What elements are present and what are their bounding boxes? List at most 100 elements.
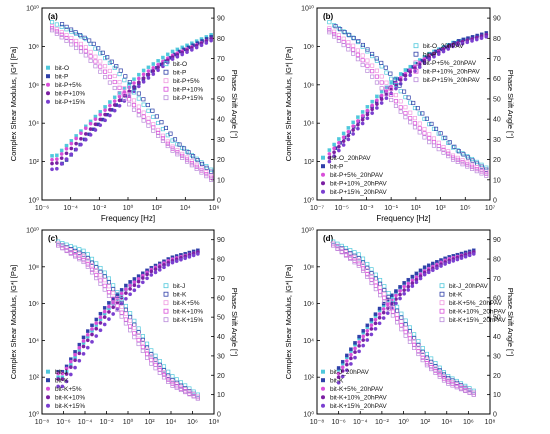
phase-point — [343, 253, 349, 258]
phase-point — [452, 144, 457, 149]
phase-point — [74, 45, 79, 51]
phase-point — [360, 268, 366, 273]
phase-point — [383, 65, 388, 70]
y2-tick-label: 70 — [217, 276, 225, 283]
phase-point — [112, 73, 117, 79]
legend-marker — [46, 403, 50, 408]
modulus-point — [402, 288, 407, 293]
modulus-point — [361, 343, 366, 348]
phase-point — [60, 243, 65, 248]
phase-point — [412, 105, 418, 111]
phase-point — [64, 35, 69, 41]
legend-marker — [46, 65, 50, 70]
phase-point — [54, 22, 59, 27]
phase-point — [390, 309, 395, 314]
legend-label: bit-K+15%_20hPAV — [330, 403, 387, 410]
modulus-point — [151, 69, 156, 73]
phase-point — [346, 32, 351, 37]
x-axis-label: Frequency [Hz] — [376, 214, 430, 223]
panel-label: (b) — [323, 12, 334, 21]
modulus-point — [180, 52, 185, 57]
phase-point — [60, 246, 65, 251]
modulus-point — [102, 309, 107, 314]
phase-point — [69, 42, 74, 47]
phase-point — [450, 157, 456, 162]
modulus-point — [81, 339, 86, 343]
phase-point — [360, 266, 366, 271]
modulus-point — [460, 41, 465, 46]
phase-point — [433, 370, 438, 375]
modulus-point — [90, 332, 94, 337]
y2-tick-label: 60 — [217, 295, 225, 302]
modulus-point — [340, 369, 345, 373]
modulus-point — [410, 274, 415, 279]
modulus-point — [417, 65, 422, 69]
phase-point — [161, 364, 167, 369]
phase-point — [131, 107, 137, 112]
legend-label: bit-P+15%_20hPAV — [423, 77, 480, 84]
phase-point — [119, 314, 124, 319]
y2-axis-label: Phase Shift Angle [°] — [230, 70, 239, 138]
phase-point — [384, 92, 389, 97]
legend-marker — [321, 403, 325, 408]
modulus-point — [83, 137, 88, 142]
modulus-point — [77, 345, 82, 350]
phase-point — [415, 106, 420, 111]
phase-point — [420, 346, 425, 351]
phase-point — [447, 140, 452, 145]
phase-point — [89, 270, 95, 275]
phase-point — [146, 123, 151, 128]
phase-point — [140, 340, 145, 345]
phase-point — [379, 74, 384, 79]
phase-point — [386, 291, 391, 296]
legend-label: bit-P+5% — [173, 78, 200, 85]
modulus-point — [432, 54, 436, 59]
panel-0: 10⁻⁶ 10⁻⁴ 10⁻² 10⁰ 10² 10⁴ 10⁶ 10⁰ 10² 10⁴ 10⁶ 10⁸ 1… — [9, 5, 239, 224]
phase-point — [403, 105, 408, 110]
phase-point — [136, 330, 141, 335]
modulus-point — [327, 159, 332, 164]
phase-point — [115, 303, 120, 308]
phase-point — [443, 135, 448, 140]
legend-marker — [321, 189, 325, 194]
modulus-point — [402, 291, 407, 296]
phase-point — [360, 53, 365, 58]
legend-label: bit-K+10% — [55, 395, 85, 402]
phase-point — [450, 145, 456, 150]
x-tick-label: 10⁸ — [485, 419, 496, 426]
phase-point — [68, 247, 73, 253]
phase-point — [416, 351, 421, 357]
phase-point — [94, 276, 99, 281]
y2-axis-label: Phase Shift Angle [°] — [230, 288, 239, 356]
modulus-point — [94, 326, 99, 331]
phase-point — [151, 128, 156, 133]
phase-point — [123, 303, 128, 309]
modulus-point — [357, 349, 361, 354]
phase-point — [112, 85, 117, 91]
phase-point — [369, 280, 374, 286]
phase-point — [343, 249, 349, 254]
phase-point — [351, 36, 356, 41]
phase-point — [85, 256, 90, 261]
modulus-point — [79, 136, 83, 141]
y2-tick-label: 0 — [217, 198, 221, 205]
modulus-point — [377, 315, 382, 320]
phase-point — [157, 359, 162, 364]
modulus-point — [50, 154, 54, 158]
phase-series-1 — [60, 22, 214, 174]
phase-point — [59, 24, 64, 29]
phase-point — [194, 156, 199, 161]
phase-point — [195, 158, 200, 163]
panel-label: (c) — [48, 234, 58, 243]
phase-point — [378, 285, 383, 290]
phase-point — [469, 166, 475, 171]
phase-point — [106, 290, 111, 295]
legend-marker — [321, 172, 325, 177]
phase-point — [102, 270, 107, 275]
phase-point — [168, 131, 173, 136]
legend-marker — [46, 386, 50, 391]
phase-point — [106, 284, 111, 289]
modulus-point — [98, 117, 103, 122]
phase-point — [78, 45, 84, 50]
modulus-point — [50, 167, 54, 172]
